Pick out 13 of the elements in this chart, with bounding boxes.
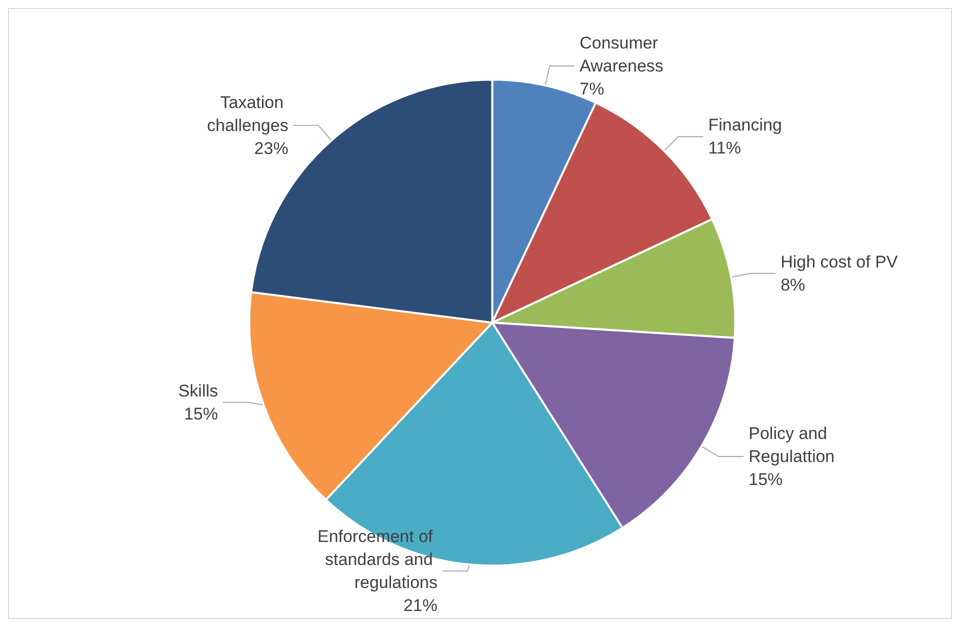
slice-label: Consumer Awareness <box>580 33 664 76</box>
data-label: 11% <box>708 138 741 158</box>
slice-label: Taxation challenges <box>207 92 288 135</box>
slice-label: High cost of PV <box>780 252 898 272</box>
data-label: 8% <box>780 275 806 294</box>
data-label: 23% <box>254 138 288 158</box>
data-label: 21% <box>403 596 438 615</box>
slice-label: Skills <box>178 381 218 400</box>
data-label: 7% <box>580 79 604 98</box>
slice-label: Financing <box>708 116 782 135</box>
data-label: 15% <box>748 470 783 490</box>
slice-label: Policy and Regulattion <box>748 424 835 466</box>
data-label: 15% <box>184 404 218 424</box>
